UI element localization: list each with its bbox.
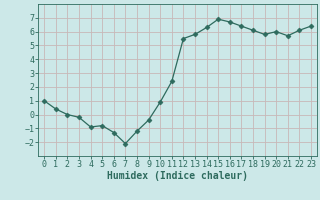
X-axis label: Humidex (Indice chaleur): Humidex (Indice chaleur) xyxy=(107,171,248,181)
